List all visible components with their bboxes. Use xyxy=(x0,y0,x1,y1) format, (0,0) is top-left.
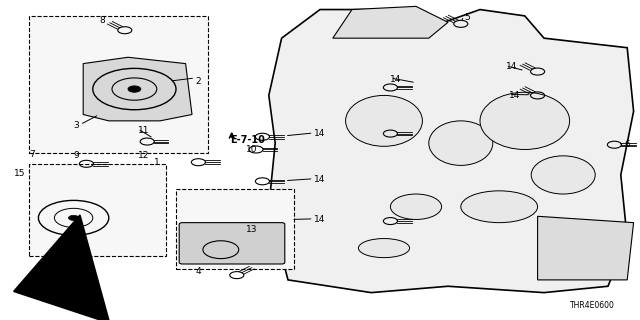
Text: 3: 3 xyxy=(74,121,79,130)
Text: 11: 11 xyxy=(138,126,149,135)
Text: THR4E0600: THR4E0600 xyxy=(570,301,614,310)
Text: 9: 9 xyxy=(74,151,79,160)
Polygon shape xyxy=(269,10,634,292)
Circle shape xyxy=(68,215,79,220)
Text: 1: 1 xyxy=(154,158,159,167)
Polygon shape xyxy=(333,6,448,38)
FancyBboxPatch shape xyxy=(29,164,166,256)
FancyBboxPatch shape xyxy=(179,223,285,264)
Text: 12: 12 xyxy=(138,151,149,160)
Ellipse shape xyxy=(346,95,422,146)
FancyBboxPatch shape xyxy=(176,189,294,269)
Text: 2: 2 xyxy=(195,76,201,86)
Text: 5: 5 xyxy=(464,13,470,22)
Text: 13: 13 xyxy=(246,225,258,234)
Polygon shape xyxy=(83,57,192,121)
Text: 8: 8 xyxy=(99,16,105,25)
Circle shape xyxy=(128,86,141,92)
FancyBboxPatch shape xyxy=(29,16,208,153)
Ellipse shape xyxy=(461,191,538,223)
Text: 14: 14 xyxy=(390,75,402,84)
Ellipse shape xyxy=(480,92,570,149)
Text: 14: 14 xyxy=(509,91,520,100)
Text: 15: 15 xyxy=(14,169,26,178)
Text: 6: 6 xyxy=(624,140,630,149)
Text: 7: 7 xyxy=(29,150,35,159)
Text: 10: 10 xyxy=(246,145,258,154)
Text: FR.: FR. xyxy=(35,283,53,293)
Polygon shape xyxy=(538,216,634,280)
Ellipse shape xyxy=(390,194,442,220)
Text: E-6-10: E-6-10 xyxy=(56,254,91,264)
Ellipse shape xyxy=(429,121,493,165)
Text: 14: 14 xyxy=(314,175,325,184)
Text: 14: 14 xyxy=(506,62,517,71)
Text: 4: 4 xyxy=(195,268,201,276)
Ellipse shape xyxy=(531,156,595,194)
Text: 14: 14 xyxy=(314,129,325,138)
Text: 14: 14 xyxy=(314,215,325,224)
Ellipse shape xyxy=(358,238,410,258)
Text: E-7-10: E-7-10 xyxy=(230,135,265,145)
